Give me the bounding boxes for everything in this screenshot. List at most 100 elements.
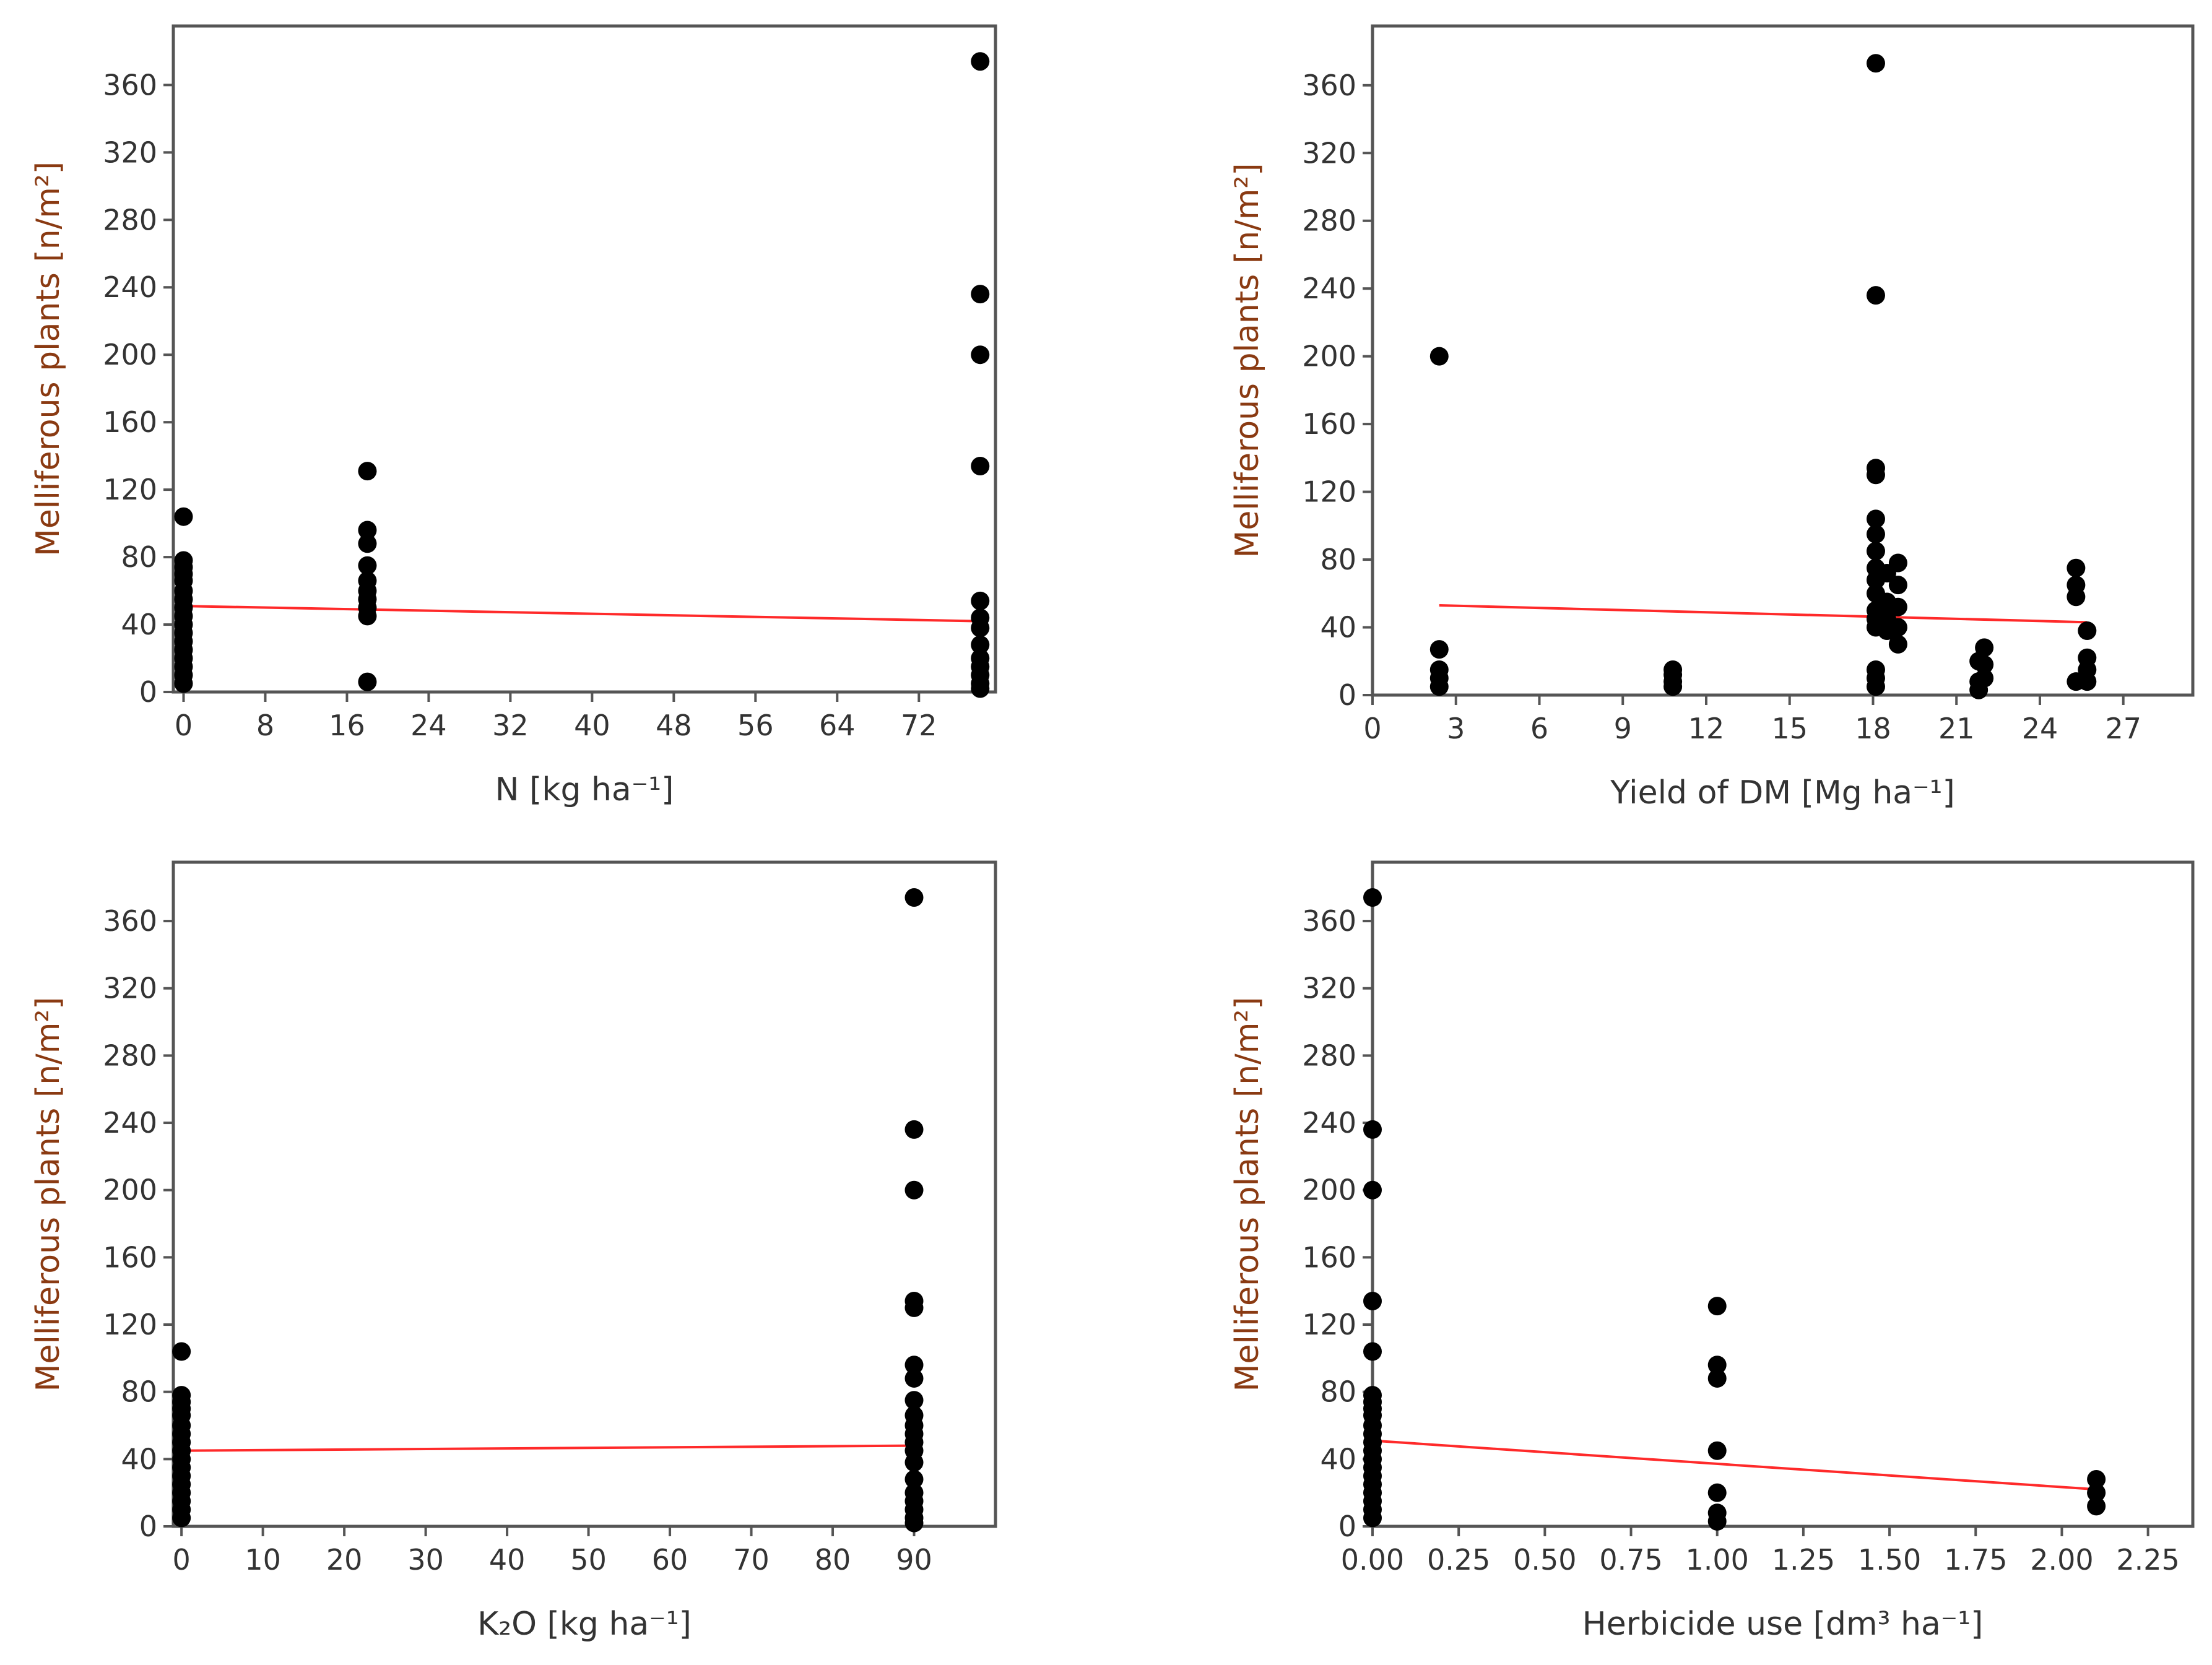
chart-panel-3: 0 40 80 120 160 200 240 280 320 360 0 10 20 30 40 50 60 7… <box>30 860 997 1643</box>
x-tick-label: 40 <box>489 1543 526 1576</box>
x-tick-label: 1.75 <box>1944 1543 2007 1576</box>
data-point <box>904 1369 924 1388</box>
y-tick-label: 40 <box>1320 611 1356 644</box>
y-axis-label: Melliferous plants [n/m²] <box>1229 997 1266 1392</box>
data-point <box>1429 347 1449 366</box>
data-point <box>358 521 377 540</box>
data-point <box>971 635 990 654</box>
plot-frame <box>1371 24 2195 697</box>
data-point <box>174 507 193 526</box>
y-tick-label: 360 <box>103 904 157 938</box>
data-point <box>2087 1497 2106 1516</box>
data-point <box>1888 597 1907 616</box>
data-point <box>1429 640 1449 659</box>
data-point <box>358 534 377 553</box>
data-point <box>971 456 990 475</box>
x-tick-label: 40 <box>574 709 610 742</box>
x-tick-label: 21 <box>1938 712 1975 745</box>
data-point <box>174 674 193 693</box>
data-point <box>1888 634 1907 654</box>
chart-panel-2: 0 40 80 120 160 200 240 280 320 360 0 3 6 9 12 15 18 21 24… <box>1229 24 2195 811</box>
data-point <box>971 679 990 698</box>
data-point <box>358 672 377 691</box>
y-axis-label: Melliferous plants [n/m²] <box>30 997 67 1392</box>
x-tick-label: 90 <box>896 1543 932 1576</box>
data-point <box>358 462 377 481</box>
plot-frame <box>171 24 997 694</box>
x-tick-label: 60 <box>652 1543 688 1576</box>
y-tick-label: 200 <box>1302 1174 1356 1207</box>
x-tick-label: 0 <box>175 709 193 742</box>
data-point <box>1975 668 1994 688</box>
x-tick-label: 0.25 <box>1427 1543 1490 1576</box>
data-point <box>1707 1369 1727 1388</box>
y-tick-label: 160 <box>1302 407 1356 441</box>
x-tick-label: 48 <box>656 709 692 742</box>
trend-line <box>183 605 981 623</box>
y-tick-label: 0 <box>139 1510 157 1543</box>
y-tick-label: 80 <box>121 1375 157 1409</box>
x-tick-label: 0 <box>173 1543 191 1576</box>
data-point <box>172 1508 191 1528</box>
data-point <box>358 556 377 575</box>
y-tick-label: 280 <box>1302 204 1356 238</box>
y-tick-label: 240 <box>1302 1106 1356 1140</box>
data-point <box>1707 1297 1727 1316</box>
data-point <box>1363 1291 1382 1310</box>
data-point <box>1888 553 1907 573</box>
data-point <box>971 285 990 304</box>
data-point <box>1866 286 1885 305</box>
x-tick-label: 8 <box>256 709 274 742</box>
y-axis-label: Melliferous plants [n/m²] <box>1229 163 1266 558</box>
x-tick-label: 70 <box>733 1543 770 1576</box>
data-point <box>904 1391 924 1410</box>
data-point <box>904 1469 924 1489</box>
data-point <box>1707 1511 1727 1531</box>
data-point <box>904 1298 924 1317</box>
x-tick-label: 24 <box>2022 712 2058 745</box>
chart-panel-4: 0 40 80 120 160 200 240 280 320 360 0.00 0.25 0.50 0.… <box>1229 860 2195 1643</box>
data-point <box>904 888 924 907</box>
x-tick-label: 72 <box>901 709 937 742</box>
y-tick-label: 160 <box>103 1240 157 1274</box>
x-tick-label: 9 <box>1614 712 1632 745</box>
data-point <box>971 618 990 638</box>
y-tick-label: 360 <box>1302 904 1356 938</box>
data-point <box>1429 677 1449 696</box>
y-tick-label: 200 <box>103 1174 157 1207</box>
y-tick-label: 240 <box>103 1106 157 1140</box>
data-point <box>904 1356 924 1375</box>
y-tick-label: 320 <box>103 136 157 169</box>
x-tick-label: 2.00 <box>2030 1543 2093 1576</box>
x-tick-label: 16 <box>329 709 365 742</box>
y-tick-label: 40 <box>121 608 157 641</box>
data-point <box>2087 1469 2106 1489</box>
y-tick-label: 80 <box>121 540 157 574</box>
y-tick-label: 280 <box>1302 1039 1356 1072</box>
data-point <box>971 591 990 610</box>
y-tick-label: 240 <box>103 270 157 304</box>
trend-line <box>181 1444 914 1452</box>
x-tick-label: 20 <box>326 1543 363 1576</box>
x-tick-label: 1.00 <box>1686 1543 1749 1576</box>
x-tick-label: 64 <box>819 709 856 742</box>
data-point <box>172 1342 191 1361</box>
x-tick-label: 0.75 <box>1599 1543 1662 1576</box>
y-tick-label: 320 <box>103 972 157 1005</box>
x-tick-label: 0.50 <box>1513 1543 1576 1576</box>
data-point <box>1975 655 1994 674</box>
x-tick-label: 1.50 <box>1858 1543 1921 1576</box>
plot-frame <box>171 860 997 1528</box>
x-axis-label: Herbicide use [dm³ ha⁻¹] <box>1582 1606 1984 1643</box>
y-tick-label: 40 <box>1320 1442 1356 1476</box>
data-point <box>1866 542 1885 561</box>
y-tick-label: 240 <box>1302 272 1356 305</box>
data-point <box>1866 509 1885 529</box>
x-tick-label: 0 <box>1363 712 1381 745</box>
y-tick-label: 360 <box>103 68 157 102</box>
y-tick-label: 120 <box>1302 1308 1356 1341</box>
x-tick-label: 18 <box>1855 712 1891 745</box>
data-point <box>1363 888 1382 907</box>
data-point <box>2078 621 2097 641</box>
data-point <box>904 1120 924 1139</box>
